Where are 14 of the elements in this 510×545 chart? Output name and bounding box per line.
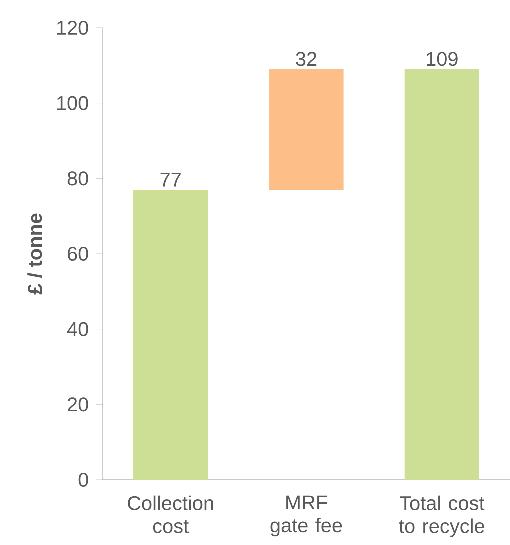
data-label: 32 bbox=[296, 52, 317, 66]
y-tick-label: 100 bbox=[57, 96, 88, 110]
y-tick-label: 120 bbox=[57, 20, 88, 36]
y-tick-label: 80 bbox=[68, 172, 88, 186]
y-tick-label: 40 bbox=[67, 322, 88, 336]
data-label: 77 bbox=[160, 173, 181, 187]
x-tick-label: MRF gate fee bbox=[270, 496, 342, 537]
y-tick-label: 0 bbox=[78, 472, 88, 488]
y-tick-label: 20 bbox=[68, 398, 88, 412]
x-tick-label: Total cost to recycle bbox=[399, 496, 485, 538]
y-axis-title: £ / tonne bbox=[28, 214, 42, 295]
data-label: 109 bbox=[427, 52, 458, 66]
y-tick-label: 60 bbox=[68, 246, 88, 262]
x-tick-label: Collection cost bbox=[128, 496, 214, 534]
